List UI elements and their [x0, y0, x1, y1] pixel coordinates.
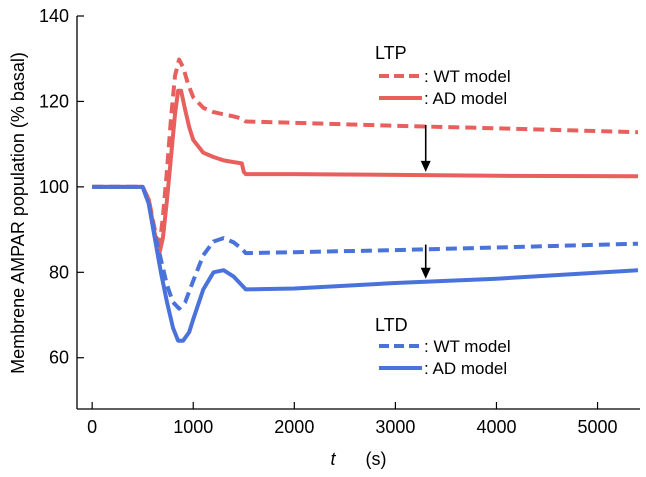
ticks: 0 1000 2000 3000 4000 5000 60 80 100 120 140	[39, 6, 618, 437]
arrow-head-1	[420, 267, 431, 279]
y-tick-label-2: 100	[39, 177, 69, 197]
y-tick-label-0: 60	[49, 348, 69, 368]
legend-ltp-ad-label: : AD model	[424, 89, 507, 108]
x-tick-label-1: 1000	[173, 417, 213, 437]
x-tick-label-5: 5000	[578, 417, 618, 437]
legend-ltd-ad-label: : AD model	[424, 359, 507, 378]
y-tick-label-1: 80	[49, 262, 69, 282]
series-group	[92, 57, 639, 343]
legend-ltd: LTD : WT model : AD model	[375, 315, 511, 378]
arrows-group	[420, 124, 431, 279]
legend-ltp-wt-label: : WT model	[424, 67, 511, 86]
series-ltd-wt-model	[92, 184, 639, 311]
x-axis-unit: (s)	[366, 449, 387, 469]
arrow-head-0	[420, 160, 431, 172]
series-ltp-wt-model	[92, 57, 639, 253]
legend-ltp: LTP : WT model : AD model	[375, 43, 511, 108]
x-tick-label-0: 0	[87, 417, 97, 437]
x-tick-label-4: 4000	[476, 417, 516, 437]
series-ltd-ad-model	[92, 184, 639, 343]
y-tick-label-4: 140	[39, 6, 69, 26]
x-axis-variable: t	[330, 449, 336, 469]
legend-ltp-title: LTP	[375, 43, 407, 63]
legend-ltd-title: LTD	[375, 315, 408, 335]
x-tick-label-3: 3000	[375, 417, 415, 437]
y-axis-title: Membrene AMPAR population (% basal)	[8, 52, 28, 374]
series-ltp-ad-model	[92, 88, 639, 258]
axes	[76, 16, 640, 410]
legend-ltd-wt-label: : WT model	[424, 337, 511, 356]
y-tick-label-3: 120	[39, 91, 69, 111]
x-tick-label-2: 2000	[274, 417, 314, 437]
